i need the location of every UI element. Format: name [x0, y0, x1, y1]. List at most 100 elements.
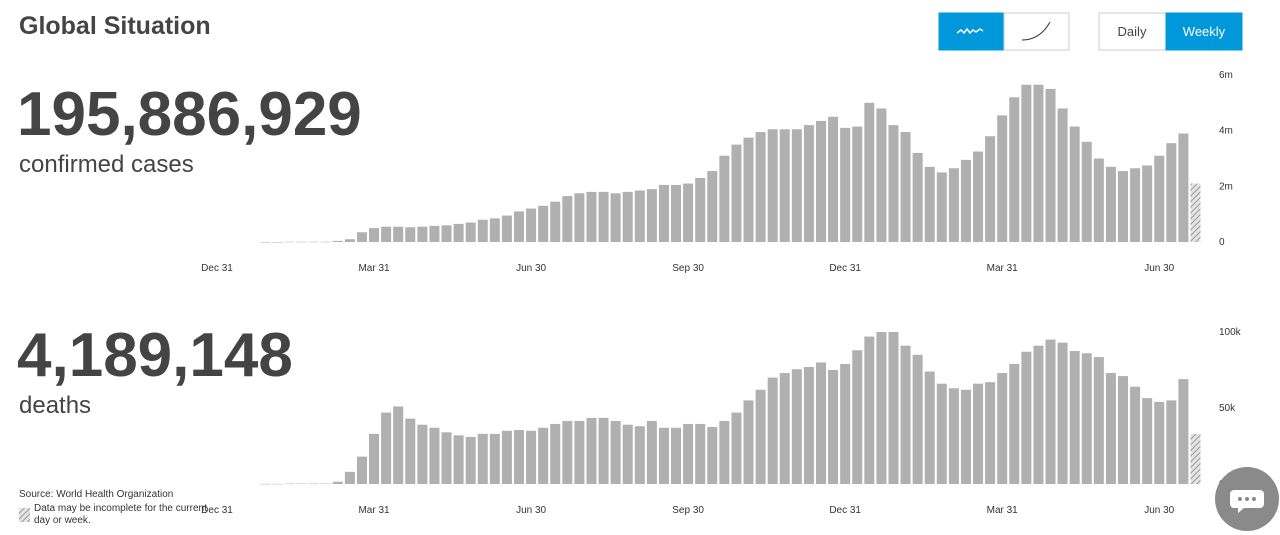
- bar: [1009, 363, 1020, 484]
- bar: [296, 483, 307, 485]
- bar: [1105, 166, 1116, 242]
- bar: [888, 332, 899, 484]
- bar: [695, 177, 706, 242]
- bar: [489, 218, 500, 242]
- bar: [683, 183, 694, 242]
- bar: [586, 417, 597, 484]
- bar: [767, 129, 778, 242]
- bar: [477, 219, 488, 242]
- bar: [973, 151, 984, 242]
- bar: [514, 211, 524, 242]
- weekly-button[interactable]: [1165, 12, 1243, 51]
- bar: [997, 373, 1008, 484]
- bar: [1081, 353, 1092, 484]
- bar: [695, 423, 706, 484]
- bar: [429, 225, 440, 242]
- bar: [260, 483, 271, 485]
- bar: [429, 427, 440, 484]
- bar: [755, 132, 766, 242]
- bar: [1166, 400, 1177, 484]
- bar: [417, 226, 428, 242]
- bar: [912, 152, 923, 242]
- bar: [369, 228, 380, 242]
- x-tick-label: Sep 30: [672, 263, 704, 274]
- x-tick-label: Mar 31: [987, 263, 1019, 274]
- bar: [936, 172, 947, 242]
- bar: [1069, 351, 1080, 484]
- y-tick-label: 2m: [1219, 181, 1233, 192]
- x-tick-label: Jun 30: [516, 263, 546, 274]
- bar: [369, 433, 380, 484]
- bar: [393, 406, 404, 484]
- bar: [755, 389, 766, 484]
- bar: [526, 208, 537, 242]
- bar: [948, 388, 959, 484]
- bar: [356, 232, 367, 242]
- bar: [574, 193, 585, 242]
- y-tick-label: 100k: [1219, 327, 1242, 338]
- bar: [501, 215, 512, 242]
- bar: [1190, 433, 1201, 484]
- bar: [514, 430, 524, 484]
- bar: [731, 412, 742, 484]
- bar: [1069, 126, 1080, 242]
- bar: [417, 424, 428, 484]
- bar: [405, 227, 416, 242]
- bar: [1021, 84, 1032, 242]
- bar: [997, 115, 1008, 242]
- bar: [852, 350, 863, 484]
- bar: [634, 190, 645, 242]
- bar: [284, 483, 295, 485]
- bar: [1130, 168, 1141, 242]
- bar: [477, 433, 488, 484]
- bar: [1045, 339, 1056, 484]
- bar: [948, 168, 959, 242]
- daily-button[interactable]: [1098, 12, 1167, 51]
- bar: [852, 126, 863, 242]
- bar: [344, 471, 355, 484]
- daily-label[interactable]: Daily: [1118, 24, 1147, 39]
- bar: [985, 382, 996, 484]
- bar: [707, 427, 718, 484]
- bar: [1118, 376, 1128, 484]
- bar: [332, 240, 343, 242]
- bar-view-icon: [956, 27, 984, 35]
- bar: [876, 108, 887, 243]
- bar: [320, 241, 331, 243]
- bar: [719, 420, 730, 484]
- bar: [610, 420, 621, 484]
- bar: [731, 144, 742, 242]
- bar: [1190, 183, 1201, 242]
- bar: [1045, 88, 1056, 243]
- bar: [912, 354, 923, 484]
- bar: [562, 196, 573, 242]
- chat-dot: [1238, 497, 1242, 501]
- bar: [743, 137, 754, 242]
- bar: [489, 433, 500, 484]
- curve-view-button[interactable]: [1003, 12, 1070, 51]
- bar: [779, 129, 790, 242]
- y-tick-label: 50k: [1219, 403, 1236, 414]
- bar: [719, 155, 730, 242]
- bar: [272, 242, 283, 243]
- bar: [828, 370, 839, 484]
- chat-icon: [1230, 490, 1264, 513]
- weekly-label[interactable]: Weekly: [1183, 24, 1226, 39]
- bar: [791, 129, 802, 242]
- bar: [598, 191, 609, 242]
- bar: [308, 241, 319, 243]
- bar: [296, 241, 307, 243]
- bar: [574, 420, 585, 484]
- bar: [586, 191, 597, 242]
- x-tick-label: Sep 30: [672, 505, 704, 516]
- curve-view-icon: [1021, 21, 1051, 41]
- bar: [1033, 84, 1044, 242]
- bar: [1130, 386, 1141, 484]
- total-count: 195,886,929: [17, 80, 362, 149]
- bar: [550, 423, 561, 484]
- bar: [465, 436, 476, 484]
- bar: [658, 427, 669, 484]
- bar: [634, 426, 645, 484]
- bar: [526, 430, 537, 484]
